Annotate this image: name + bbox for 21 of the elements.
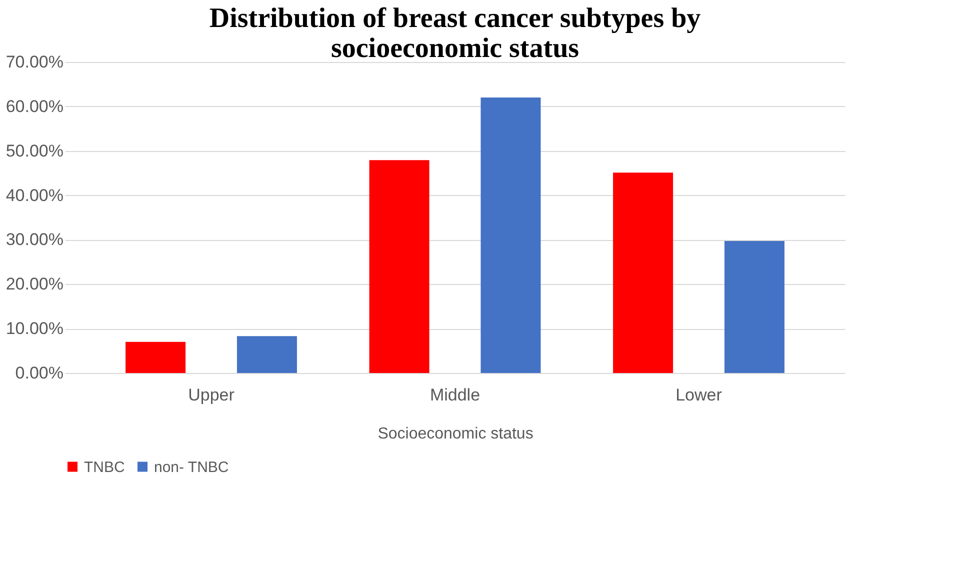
x-axis-title: Socioeconomic status — [378, 426, 534, 442]
x-tick-label: Lower — [676, 386, 722, 404]
bar — [480, 98, 541, 373]
y-tick-label: 30.00% — [6, 230, 64, 250]
bar — [724, 241, 784, 373]
legend-label: non- TNBC — [154, 458, 229, 476]
x-tick-label: Upper — [188, 386, 235, 404]
bar — [613, 172, 674, 373]
y-tick-label: 70.00% — [6, 52, 64, 72]
bar — [369, 160, 430, 373]
x-tick-label: Middle — [430, 386, 480, 404]
y-tick-label: 50.00% — [6, 141, 64, 160]
y-tick-label: 0.00% — [15, 364, 64, 382]
bar — [236, 336, 297, 373]
y-tick-label: 10.00% — [6, 319, 64, 338]
y-tick-label: 20.00% — [6, 274, 64, 294]
y-tick-label: 60.00% — [6, 96, 64, 116]
legend-label: TNBC — [84, 458, 125, 476]
chart-title: Distribution of breast cancer subtypes by socioeconomic status — [209, 3, 701, 64]
y-tick-label: 40.00% — [6, 186, 64, 205]
bar — [126, 342, 186, 373]
